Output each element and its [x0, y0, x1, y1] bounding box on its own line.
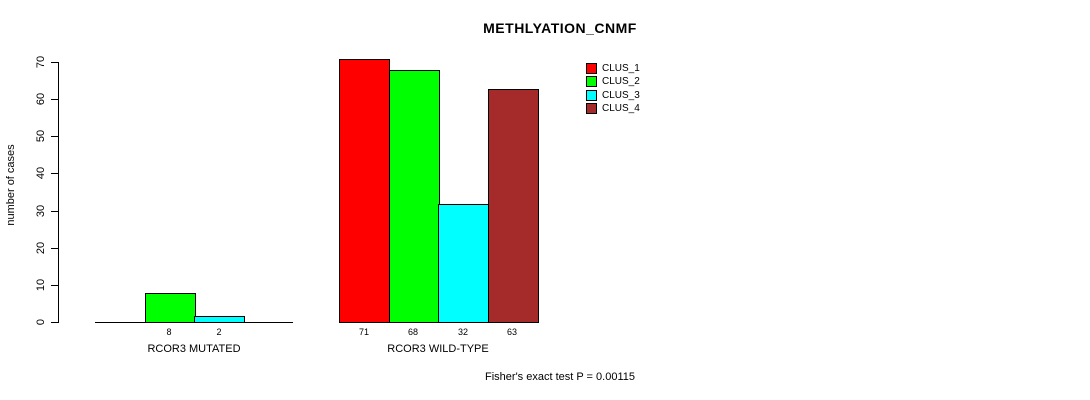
legend-label: CLUS_2	[602, 76, 640, 87]
y-tick	[51, 99, 58, 100]
legend-swatch-clus_3	[586, 90, 597, 101]
bar-value-label: 71	[358, 327, 370, 337]
legend-label: CLUS_4	[602, 103, 640, 114]
x-group-label: RCOR3 MUTATED	[147, 343, 241, 355]
y-axis-line	[58, 62, 59, 323]
bar-clus_2	[145, 293, 196, 323]
y-tick	[51, 173, 58, 174]
bar-clus_3	[194, 316, 245, 323]
y-tick-label: 20	[35, 241, 47, 255]
y-tick-label: 30	[35, 204, 47, 218]
bar-value-label: 32	[457, 327, 469, 337]
bar-clus_2	[389, 70, 440, 323]
chart-title: METHLYATION_CNMF	[483, 20, 637, 36]
legend-swatch-clus_4	[586, 103, 597, 114]
y-axis-label: number of cases	[5, 144, 17, 226]
bar-value-label: 63	[506, 327, 518, 337]
legend-swatch-clus_1	[586, 63, 597, 74]
y-tick-label: 60	[35, 92, 47, 106]
y-tick-label: 10	[35, 278, 47, 292]
legend-label: CLUS_1	[602, 63, 640, 74]
bar-value-label: 2	[216, 327, 222, 337]
bar-value-label: 8	[166, 327, 172, 337]
bar-value-label: 68	[407, 327, 419, 337]
y-tick-label: 70	[35, 55, 47, 69]
bar-clus_3	[438, 204, 489, 323]
bar-clus_4	[488, 89, 539, 323]
bar-clus_1	[339, 59, 390, 323]
legend-swatch-clus_2	[586, 76, 597, 87]
y-tick	[51, 285, 58, 286]
y-tick-label: 50	[35, 129, 47, 143]
legend-label: CLUS_3	[602, 90, 640, 101]
y-tick	[51, 248, 58, 249]
y-tick	[51, 211, 58, 212]
y-tick-label: 40	[35, 166, 47, 180]
fisher-test-annotation: Fisher's exact test P = 0.00115	[485, 371, 635, 383]
y-tick	[51, 62, 58, 63]
y-tick-label: 0	[35, 318, 47, 326]
x-group-label: RCOR3 WILD-TYPE	[387, 343, 489, 355]
y-tick	[51, 322, 58, 323]
y-tick	[51, 136, 58, 137]
